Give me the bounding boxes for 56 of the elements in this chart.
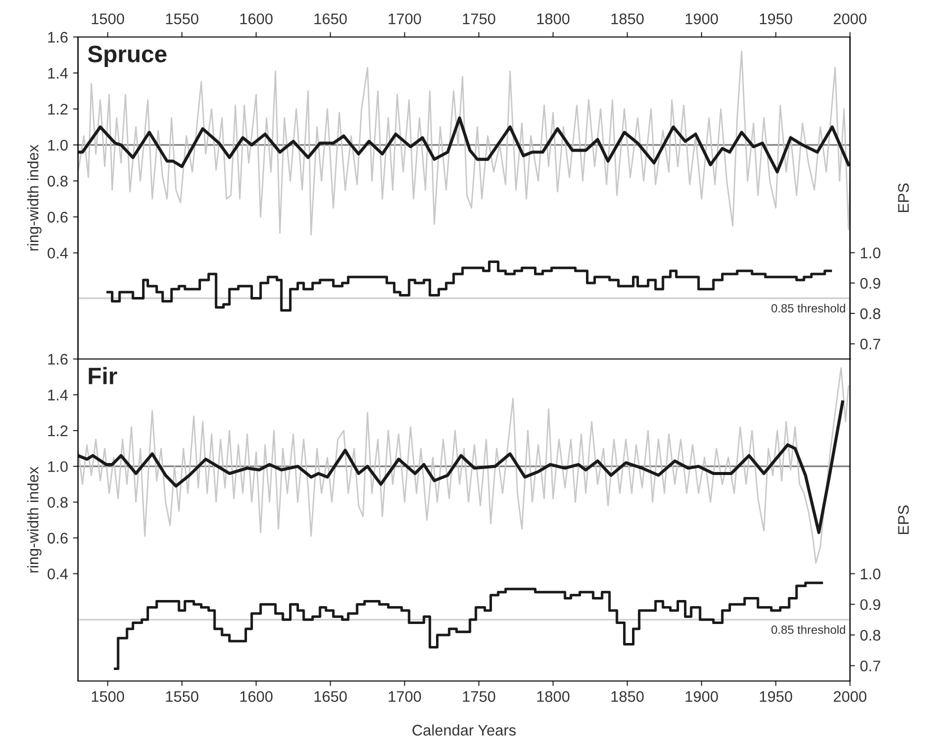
x-tick-label: 1550 — [166, 691, 198, 702]
y-tick-label: 0.6 — [48, 212, 68, 223]
x2-tick-label: 1700 — [388, 13, 422, 24]
line-series — [78, 116, 850, 174]
y2-tick-label: 0.9 — [860, 599, 880, 610]
x2-tick-label: 1800 — [537, 13, 570, 24]
x2-tick-label: 1750 — [463, 13, 496, 24]
y-tick-label: 0.8 — [48, 176, 68, 187]
y-tick-label: 1.0 — [48, 461, 68, 472]
x-tick-label: 1750 — [463, 691, 496, 702]
y2-tick-label: 0.7 — [860, 660, 880, 672]
y2-tick-label: 1.0 — [860, 248, 880, 258]
y-tick-label: 1.0 — [48, 140, 68, 151]
x2-tick-label: 1650 — [314, 13, 347, 24]
chart-title: Spruce — [88, 46, 167, 68]
x2-tick-label: 1950 — [760, 13, 792, 24]
y-tick-label: 1.6 — [48, 354, 68, 365]
x-tick-label: 1700 — [388, 691, 422, 702]
x-axis-title: Calendar Years — [412, 724, 516, 736]
x2-tick-label: 1850 — [611, 13, 644, 24]
y2-axis-title: EPS — [898, 183, 909, 212]
x-tick-label: 1650 — [314, 691, 347, 702]
y-tick-label: 0.8 — [48, 496, 68, 508]
y-tick-label: 1.2 — [48, 425, 68, 436]
y-tick-label: 1.6 — [48, 32, 68, 43]
line-series — [78, 400, 844, 534]
y2-tick-label: 1.0 — [860, 568, 880, 580]
y-tick-label: 1.4 — [48, 390, 68, 400]
x-tick-label: 1900 — [686, 691, 718, 702]
y-tick-label: 0.6 — [48, 532, 68, 544]
y-tick-label: 1.2 — [48, 104, 68, 114]
y-tick-label: 0.4 — [48, 248, 68, 259]
x-tick-label: 1800 — [537, 691, 570, 702]
ref-line-label: 0.85 threshold — [771, 304, 846, 312]
chart-title: Fir — [88, 367, 118, 384]
y-axis-title: ring-width index — [27, 144, 42, 250]
x-tick-label: 1950 — [760, 691, 792, 702]
y2-tick-label: 0.7 — [860, 338, 880, 350]
x-tick-label: 2000 — [834, 691, 866, 702]
ref-line-label: 0.85 threshold — [771, 625, 846, 634]
line-series — [78, 367, 850, 564]
y-tick-label: 0.4 — [48, 568, 68, 580]
y2-tick-label: 0.9 — [860, 278, 880, 289]
y2-tick-label: 0.8 — [860, 630, 880, 641]
y-axis-title: ring-width index — [27, 466, 42, 572]
y2-axis-title: EPS — [898, 505, 909, 534]
y-tick-label: 1.4 — [48, 68, 68, 79]
x2-tick-label: 1600 — [240, 13, 273, 24]
x2-tick-label: 1900 — [686, 13, 718, 24]
x2-tick-label: 2000 — [834, 13, 866, 24]
y2-tick-label: 0.8 — [860, 308, 880, 320]
x2-tick-label: 1500 — [92, 13, 124, 24]
x-tick-label: 1600 — [240, 691, 273, 702]
x2-tick-label: 1550 — [166, 13, 198, 24]
x-tick-label: 1850 — [611, 691, 644, 702]
x-tick-label: 1500 — [92, 691, 124, 702]
